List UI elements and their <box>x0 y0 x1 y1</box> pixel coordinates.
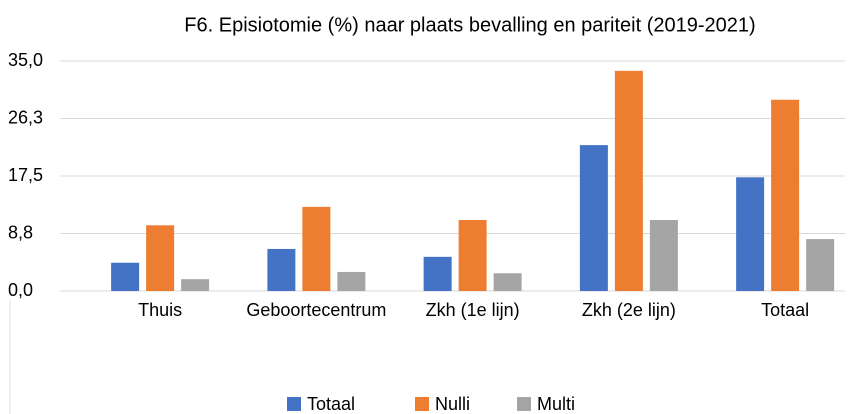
chart-title: F6. Episiotomie (%) naar plaats bevallin… <box>184 14 755 36</box>
legend-swatch <box>517 397 531 411</box>
x-tick-label: Zkh (1e lijn) <box>426 300 520 320</box>
bar <box>771 99 800 292</box>
bar <box>493 273 522 291</box>
x-tick-label: Totaal <box>761 300 809 320</box>
bar <box>111 262 140 291</box>
x-tick-label: Thuis <box>138 300 182 320</box>
x-tick-label: Zkh (2e lijn) <box>582 300 676 320</box>
bar <box>181 279 210 291</box>
x-tick-label: Geboortecentrum <box>246 300 386 320</box>
bar <box>736 177 765 291</box>
bar <box>302 206 331 291</box>
legend-swatch <box>287 397 301 411</box>
legend-swatch <box>415 397 429 411</box>
legend-label: Multi <box>537 394 575 414</box>
y-tick-label: 35,0 <box>8 50 43 70</box>
bar <box>267 248 296 291</box>
y-tick-label: 17,5 <box>8 165 43 185</box>
legend-label: Nulli <box>435 394 470 414</box>
bar <box>458 220 487 291</box>
y-tick-label: 0,0 <box>8 280 33 300</box>
bar <box>649 220 678 291</box>
y-tick-label: 8,8 <box>8 222 33 242</box>
bar <box>614 70 643 291</box>
bar <box>579 145 608 291</box>
bar <box>806 239 835 291</box>
bar <box>423 256 452 291</box>
bar <box>146 225 175 291</box>
legend-label: Totaal <box>307 394 355 414</box>
bar <box>337 271 366 291</box>
y-tick-label: 26,3 <box>8 107 43 127</box>
